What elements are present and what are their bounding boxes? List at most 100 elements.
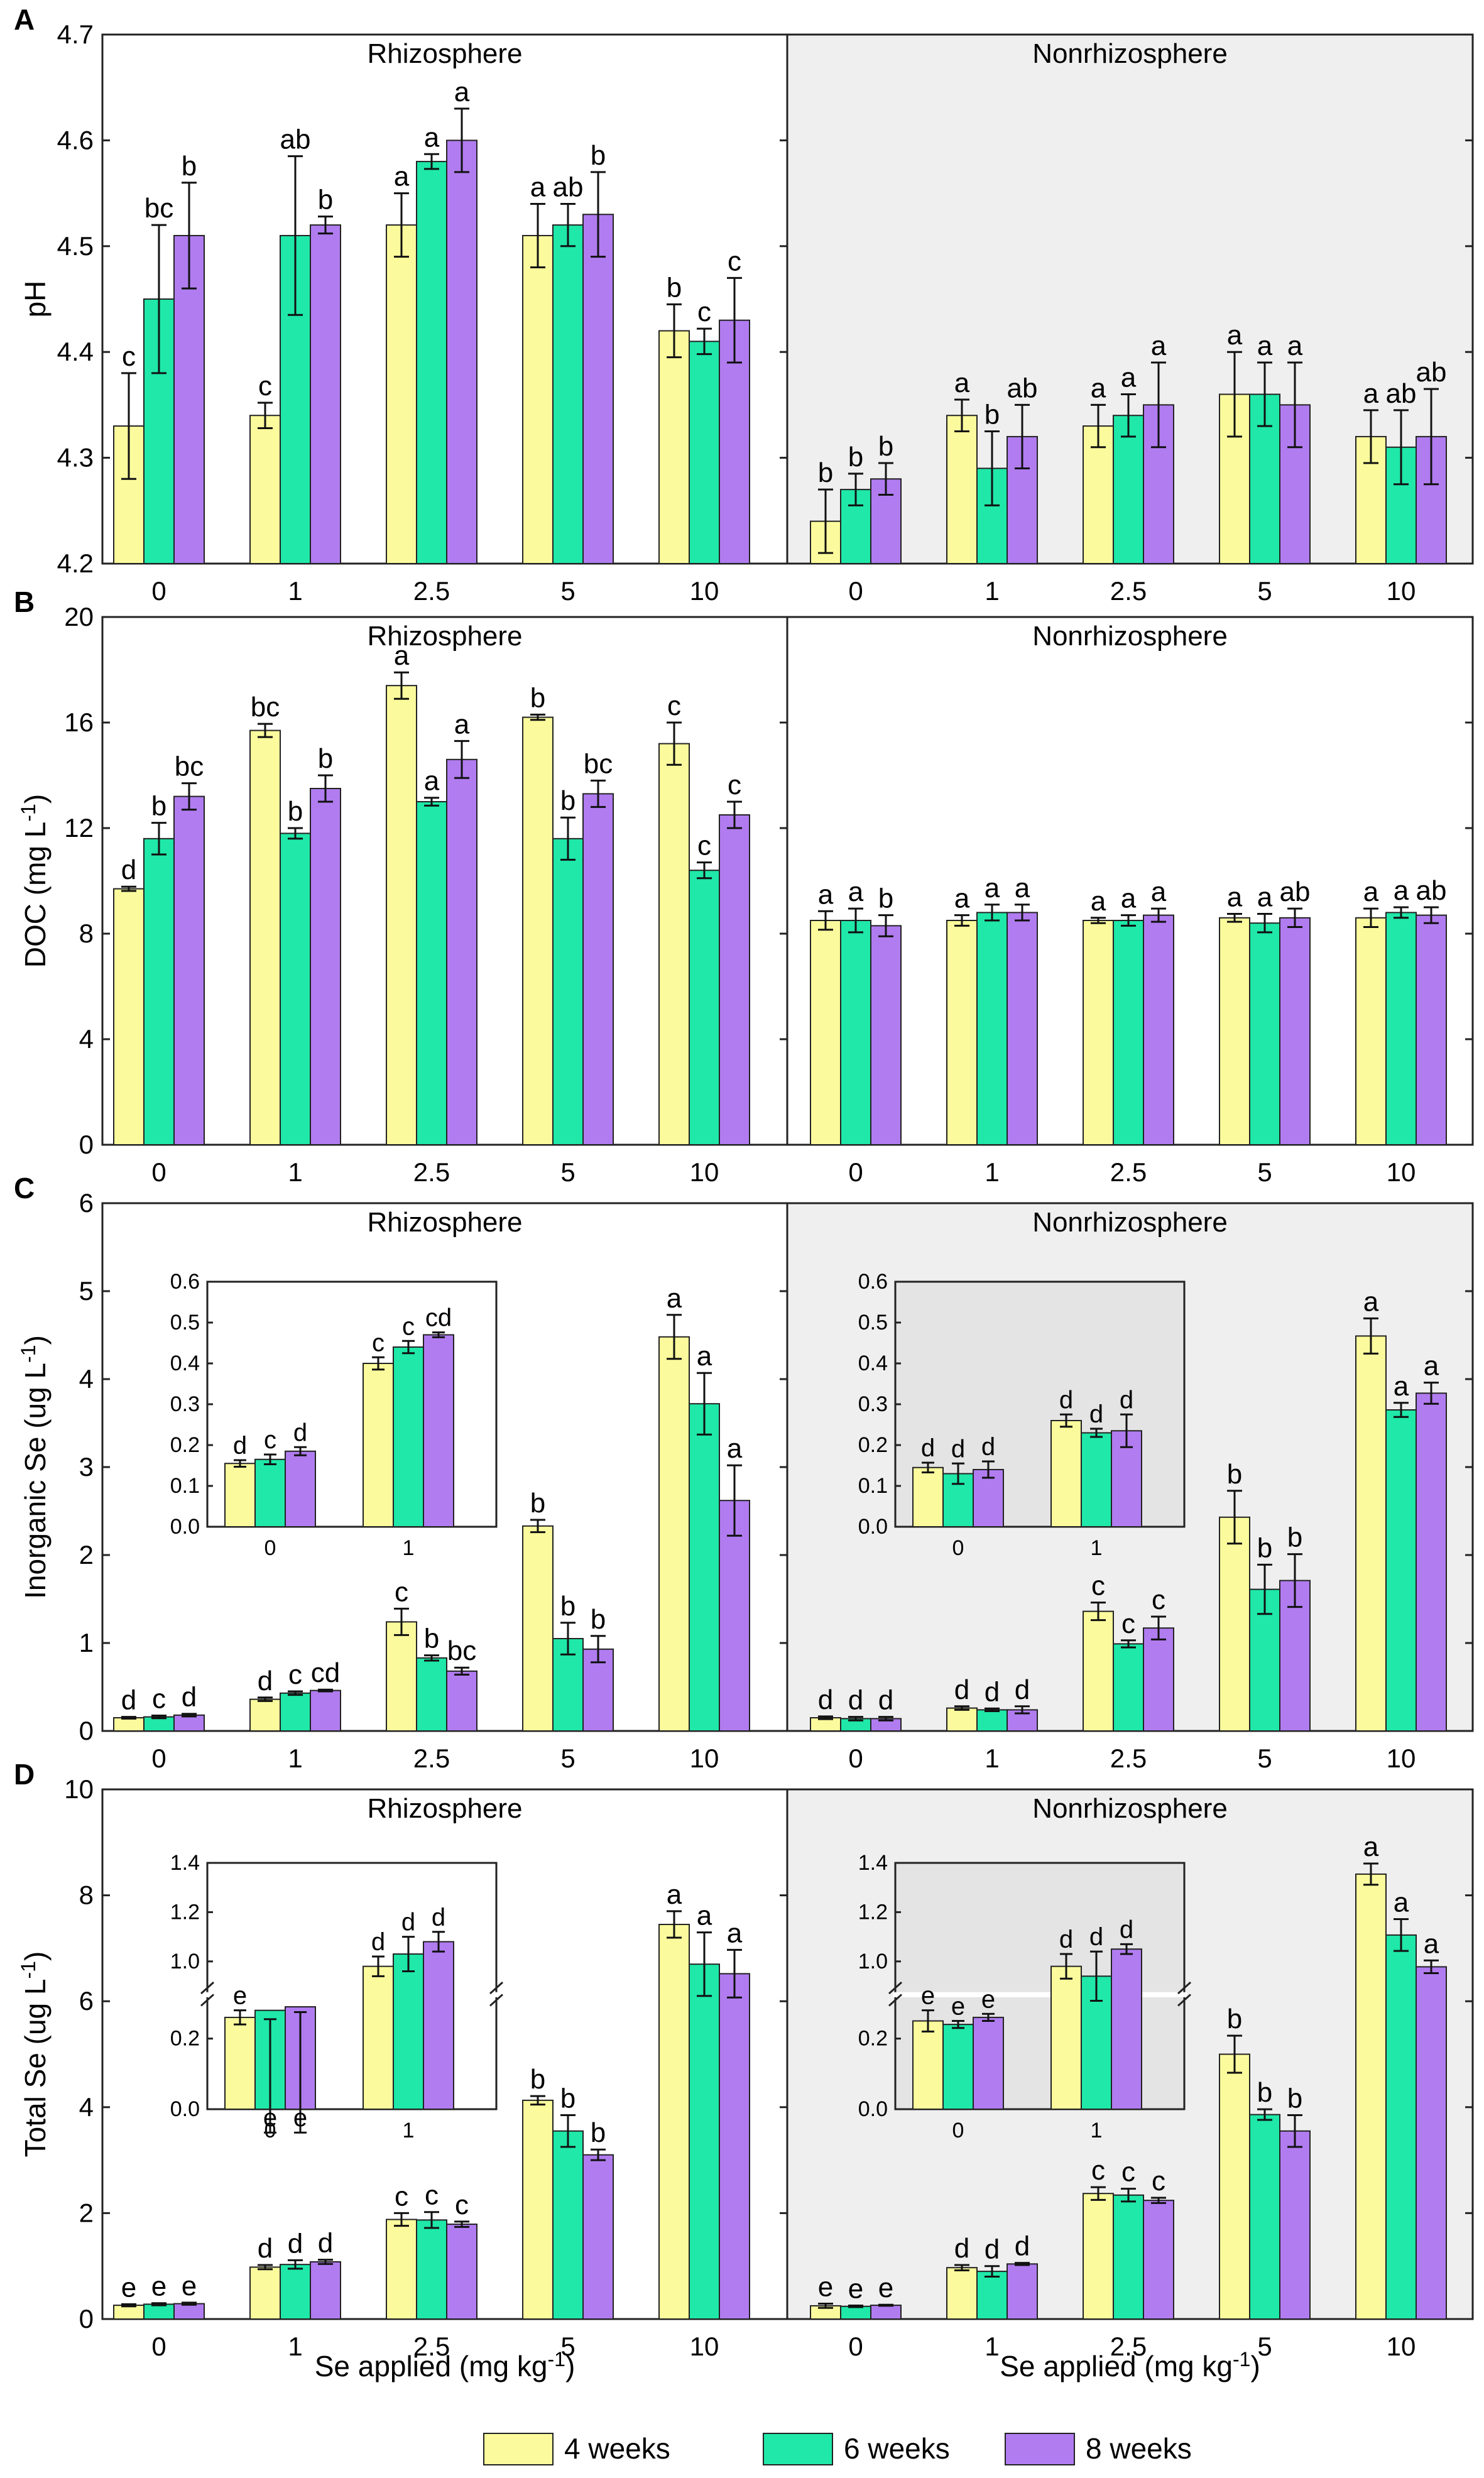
inset-y-tick-label: 1.0 (858, 1950, 888, 1973)
significance-letter: b (1227, 2004, 1242, 2034)
error-bar (848, 472, 863, 506)
significance-letter: c (1091, 1571, 1105, 1602)
error-bar (1287, 1553, 1302, 1608)
error-bar (1091, 917, 1106, 924)
bar-rhizosphere-5-w4 (522, 2099, 554, 2320)
significance-letter: d (121, 1685, 136, 1716)
significance-letter: b (288, 796, 303, 827)
inset-bar-1-w6 (393, 1953, 424, 2110)
error-bar (1151, 1615, 1166, 1640)
significance-letter: b (1257, 1532, 1272, 1563)
error-bar (288, 155, 303, 316)
error-bar (1394, 906, 1409, 919)
significance-letter: b (530, 1488, 545, 1519)
significance-letter: d (318, 2228, 333, 2259)
inset-error-bar (372, 1356, 385, 1371)
bar-rhizosphere-0-w4 (113, 888, 145, 1145)
bar-rhizosphere-2.5-w8 (446, 1670, 477, 1732)
significance-letter: a (394, 161, 410, 192)
inset-y-tick-label: 1.4 (858, 1851, 888, 1875)
bar-rhizosphere-0-w8 (173, 1714, 205, 1732)
bar-nonrhizosphere-5-w8 (1279, 2130, 1311, 2320)
error-bar (424, 153, 439, 170)
error-bar (1121, 914, 1136, 927)
error-bar (818, 1715, 833, 1720)
x-tick-label: 0 (848, 1157, 863, 1187)
x-axis-title: Se applied (mg kg-1) (315, 2348, 576, 2382)
x-tick-label: 10 (1387, 1157, 1416, 1187)
inset-frame (894, 1862, 1186, 2110)
error-bar (818, 2303, 833, 2309)
inset-y-tick-label: 0.5 (170, 1311, 200, 1335)
bar-nonrhizosphere-1-w8 (1007, 2263, 1038, 2320)
significance-letter: d (985, 2234, 1000, 2265)
bar-nonrhizosphere-10-w4 (1355, 917, 1387, 1146)
error-bar (1015, 903, 1030, 922)
error-bar (697, 1931, 712, 1997)
inset-significance-letter: e (981, 1985, 995, 2013)
x-tick-label: 1 (288, 2332, 302, 2361)
y-axis-label-text: Inorganic Se (ug L (19, 1363, 52, 1599)
inset-bar-0-w4 (224, 2016, 256, 2110)
significance-letter: b (985, 400, 1000, 430)
significance-letter: d (1015, 2231, 1030, 2262)
y-axis-label: Total Se (ug L-1) (17, 1951, 52, 2158)
inset-significance-letter: e (233, 1982, 247, 2010)
inset-error-bar (1090, 1427, 1103, 1438)
significance-letter: a (1091, 886, 1106, 917)
significance-letter: b (560, 785, 576, 816)
significance-letter: b (878, 883, 893, 914)
y-tick-label: 4 (79, 2092, 94, 2122)
x-tick-label: 1 (985, 2332, 999, 2361)
error-bar (1227, 1490, 1242, 1545)
bar-rhizosphere-5-w8 (582, 2154, 614, 2320)
significance-letter: c (728, 246, 741, 276)
bar-rhizosphere-10-w6 (689, 1403, 720, 1732)
inset-x-tick-label: 0 (952, 2119, 964, 2142)
significance-letter: c (1121, 2157, 1135, 2188)
significance-letter: b (424, 1624, 439, 1654)
axis-break-mark (200, 1981, 215, 2007)
inset-error-bar (264, 2018, 276, 2134)
x-tick-label: 5 (1257, 1157, 1272, 1187)
significance-letter: ab (1416, 357, 1447, 388)
y-axis-label-close: ) (19, 1951, 52, 1961)
inset-x-tick-label: 1 (403, 2119, 415, 2142)
inset-y-tick-label: 0.3 (170, 1392, 200, 1416)
error-bar (985, 430, 1000, 506)
bar-nonrhizosphere-10-w8 (1416, 435, 1447, 564)
error-bar (1394, 1402, 1409, 1418)
bar-nonrhizosphere-2.5-w8 (1143, 914, 1174, 1145)
error-bar (1257, 913, 1272, 934)
significance-letter: a (394, 640, 410, 671)
significance-letter: a (697, 1901, 712, 1931)
error-bar (954, 914, 969, 927)
axis-break-mark (888, 1981, 903, 2007)
bar-nonrhizosphere-10-w8 (1416, 1392, 1447, 1732)
inset-significance-letter: d (371, 1928, 385, 1956)
significance-letter: a (667, 1879, 682, 1910)
inset-error-bar (294, 1446, 307, 1456)
x-tick-label: 5 (1257, 2332, 1272, 2361)
inset-significance-letter: cd (425, 1304, 452, 1332)
significance-letter: a (1363, 378, 1379, 409)
inset-bar-1-w4 (1050, 1965, 1082, 2110)
error-bar (288, 2259, 303, 2270)
bar-nonrhizosphere-0-w8 (870, 2305, 902, 2320)
inset-bar-0-w4 (224, 1463, 256, 1527)
inset-error-bar (294, 2011, 307, 2134)
inset-y-tick-label: 0.2 (170, 2027, 200, 2051)
inset-error-bar (432, 1331, 445, 1338)
significance-letter: ab (1416, 875, 1447, 906)
bar-nonrhizosphere-2.5-w6 (1113, 1643, 1144, 1732)
error-bar (727, 276, 742, 364)
significance-letter: b (878, 431, 893, 462)
significance-letter: b (151, 791, 166, 822)
error-bar (667, 721, 682, 766)
inset-y-tick-label: 0.6 (858, 1270, 888, 1294)
error-bar (121, 885, 136, 892)
significance-letter: c (1121, 1608, 1135, 1639)
bar-rhizosphere-2.5-w6 (416, 1657, 447, 1732)
inset-significance-letter: d (981, 1433, 995, 1461)
